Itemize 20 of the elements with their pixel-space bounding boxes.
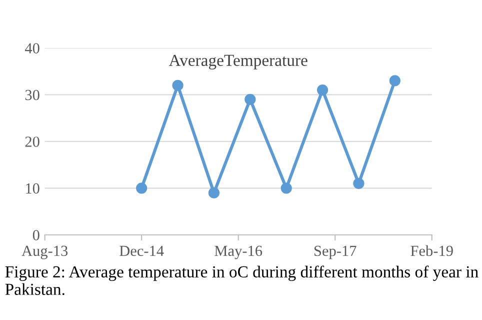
x-tick-label: Aug-13 xyxy=(22,246,68,260)
point xyxy=(136,182,148,194)
point xyxy=(208,187,220,198)
y-tick-label: 10 xyxy=(26,183,40,194)
y-tick-label: 20 xyxy=(25,136,40,147)
y-tick-label: 0 xyxy=(32,230,40,240)
point xyxy=(316,84,328,96)
point xyxy=(244,94,256,105)
point xyxy=(172,80,184,91)
y-tick-label: 40 xyxy=(24,43,40,54)
x-tick-label: Sep-17 xyxy=(314,246,356,260)
x-tick-label: Dec-14 xyxy=(120,246,164,256)
point xyxy=(353,178,364,190)
caption: Figure 2: Average temperature in oC during different months of year in Pakistan. xyxy=(5,266,478,296)
point xyxy=(389,75,400,86)
x-tick-label: May-16 xyxy=(214,246,262,260)
point xyxy=(280,182,292,194)
y-tick-label: 30 xyxy=(25,90,40,100)
chart-title: AverageTemperature xyxy=(168,54,308,70)
x-tick-label: Feb-19 xyxy=(410,245,453,256)
